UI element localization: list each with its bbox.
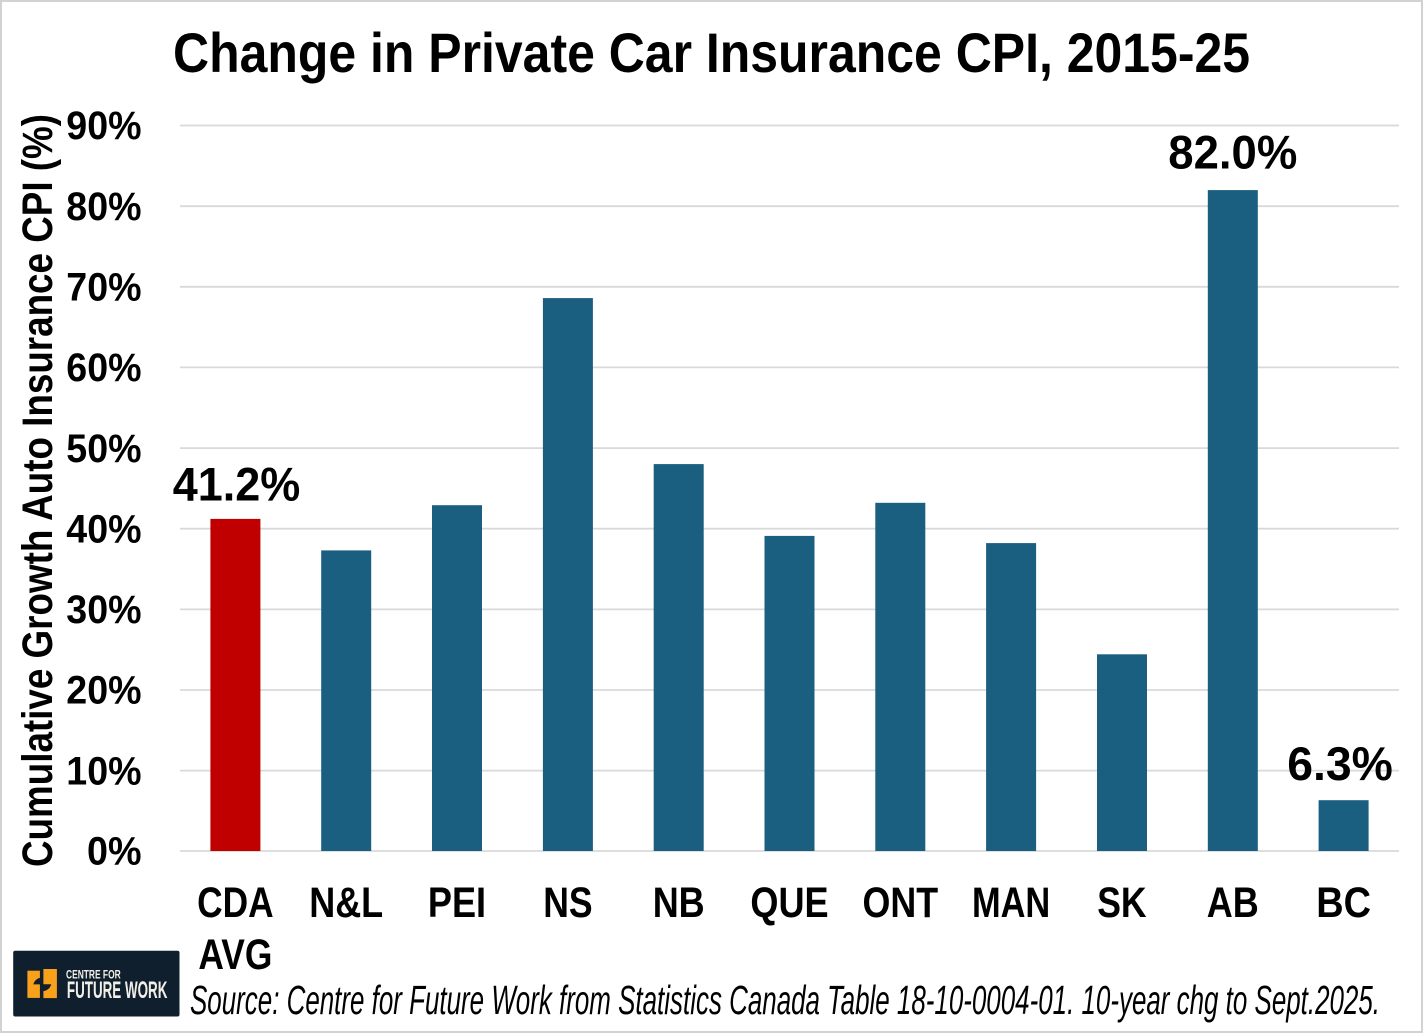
svg-text:70%: 70%	[66, 266, 141, 310]
svg-text:50%: 50%	[66, 427, 141, 471]
svg-text:BC: BC	[1316, 880, 1371, 927]
svg-text:82.0%: 82.0%	[1168, 126, 1297, 179]
svg-text:Source: Centre for Future Work: Source: Centre for Future Work from Stat…	[190, 977, 1380, 1023]
svg-text:SK: SK	[1097, 880, 1147, 927]
svg-text:NS: NS	[543, 880, 592, 927]
svg-text:NB: NB	[653, 880, 705, 927]
svg-text:40%: 40%	[66, 507, 141, 551]
svg-text:Change in Private Car Insuranc: Change in Private Car Insurance CPI, 201…	[173, 21, 1250, 84]
svg-text:60%: 60%	[66, 346, 141, 390]
svg-text:ONT: ONT	[863, 880, 939, 927]
svg-text:MAN: MAN	[972, 880, 1050, 927]
svg-text:Cumulative Growth Auto Insuran: Cumulative Growth Auto Insurance CPI (%)	[14, 114, 62, 867]
svg-text:20%: 20%	[66, 669, 141, 713]
svg-text:CENTRE FOR: CENTRE FOR	[66, 968, 121, 982]
svg-text:30%: 30%	[66, 588, 141, 632]
svg-text:6.3%: 6.3%	[1287, 738, 1393, 791]
svg-text:N&L: N&L	[309, 880, 383, 927]
svg-text:QUE: QUE	[750, 880, 828, 927]
svg-text:41.2%: 41.2%	[173, 458, 301, 511]
svg-text:FUTURE WORK: FUTURE WORK	[67, 977, 168, 1004]
svg-text:10%: 10%	[66, 749, 141, 793]
svg-text:AVG: AVG	[198, 932, 272, 979]
svg-text:90%: 90%	[66, 104, 141, 148]
svg-text:80%: 80%	[66, 185, 141, 229]
svg-text:0%: 0%	[87, 830, 142, 874]
svg-text:PEI: PEI	[428, 880, 486, 927]
svg-text:CDA: CDA	[197, 880, 274, 927]
svg-text:AB: AB	[1207, 880, 1259, 927]
